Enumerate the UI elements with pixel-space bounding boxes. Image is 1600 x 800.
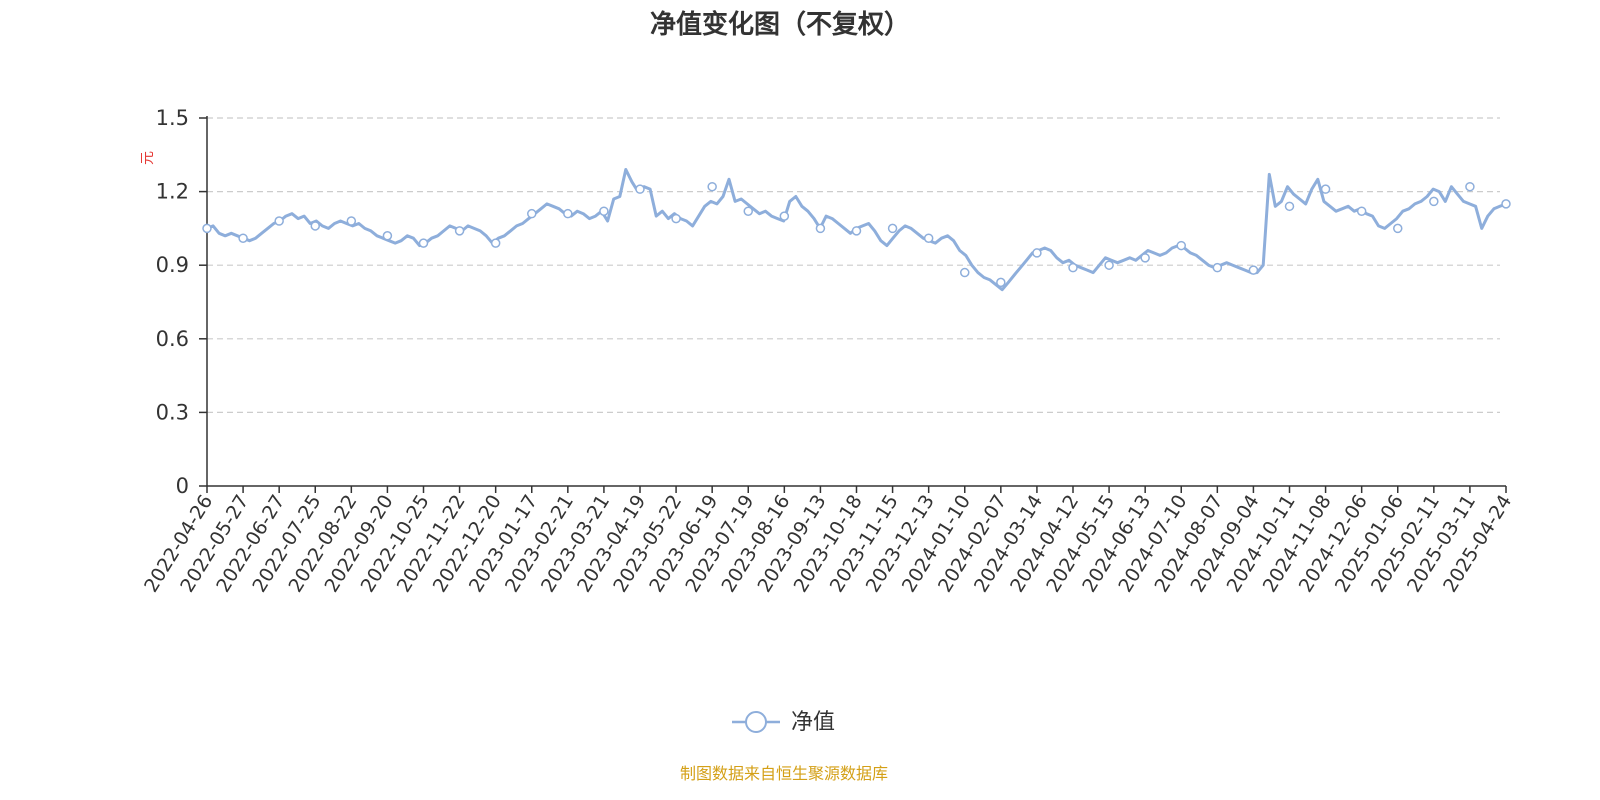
data-point: [923, 233, 934, 243]
data-point: [1068, 262, 1078, 273]
data-point: [1176, 240, 1186, 251]
y-tick-label: 1.5: [156, 106, 189, 130]
y-tick-label: 1.2: [156, 180, 189, 204]
data-point: [815, 223, 826, 234]
y-tick-label: 0.9: [156, 253, 189, 277]
data-point: [490, 238, 501, 248]
data-point: [1104, 260, 1114, 270]
data-point: [1356, 206, 1367, 216]
y-tick-label: 0: [176, 474, 189, 498]
data-point: [382, 231, 393, 241]
data-point: [418, 238, 429, 248]
y-tick-label: 0.3: [156, 400, 189, 424]
data-point: [1212, 262, 1223, 273]
data-point: [635, 184, 645, 194]
data-point: [996, 277, 1006, 288]
data-point: [202, 223, 212, 234]
data-point: [238, 233, 248, 243]
data-point: [599, 206, 609, 216]
data-point: [454, 226, 465, 236]
data-point: [887, 223, 898, 234]
data-point: [779, 211, 790, 221]
data-point: [1501, 199, 1511, 209]
data-point: [1140, 253, 1150, 263]
source-note: 制图数据来自恒生聚源数据库: [680, 764, 888, 783]
y-tick-label: 0.6: [156, 327, 189, 351]
data-point: [1284, 201, 1295, 212]
data-point: [671, 213, 681, 224]
legend[interactable]: 净值: [732, 710, 835, 735]
x-tick-labels: 2022-04-262022-05-272022-06-272022-07-25…: [140, 491, 1516, 596]
chart-title: 净值变化图（不复权）: [650, 9, 910, 40]
data-point: [346, 216, 357, 226]
data-point: [1393, 223, 1403, 234]
series-net-value: [202, 168, 1511, 292]
data-point: [1465, 181, 1475, 192]
data-point: [527, 208, 537, 219]
legend-label: 净值: [791, 710, 835, 735]
axes: [199, 116, 1507, 493]
data-point: [1032, 248, 1042, 258]
data-point: [743, 206, 753, 216]
data-point: [1429, 196, 1439, 207]
data-point: [563, 208, 573, 219]
data-point: [851, 226, 862, 236]
data-point: [1320, 184, 1331, 194]
legend-marker-icon: [745, 711, 767, 733]
y-axis-unit-label: 元: [140, 151, 156, 165]
data-point: [1248, 265, 1259, 275]
data-point: [960, 267, 970, 278]
y-tick-labels: 0 0.3 0.6 0.9 1.2 1.5: [156, 106, 189, 498]
data-point: [310, 221, 320, 231]
data-point: [707, 181, 717, 192]
grid-lines: [207, 117, 1500, 413]
data-point: [274, 216, 284, 226]
